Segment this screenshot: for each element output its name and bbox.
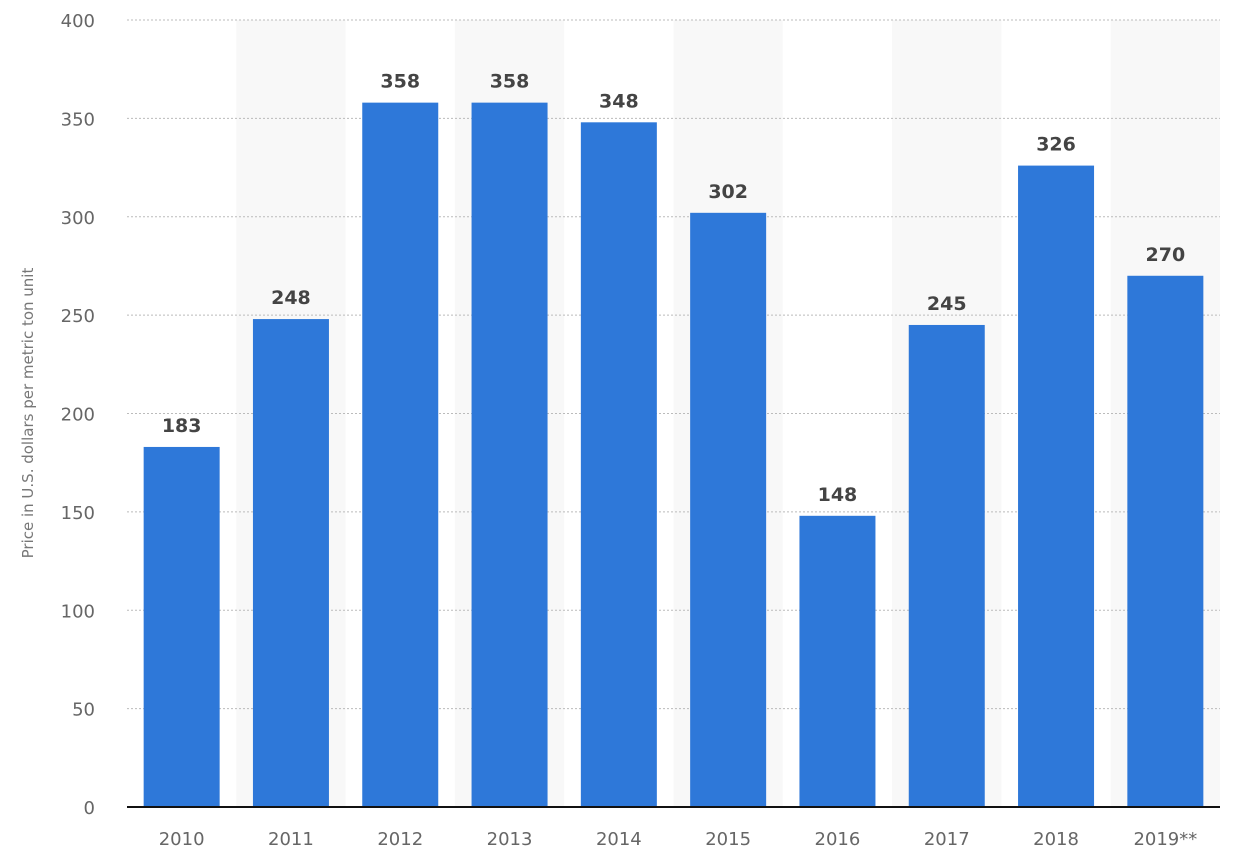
bar xyxy=(143,446,220,807)
bar-value-label: 358 xyxy=(380,71,420,93)
bar xyxy=(1127,275,1204,807)
y-tick-label: 400 xyxy=(61,11,95,32)
x-tick-label: 2011 xyxy=(268,829,314,850)
y-tick-label: 200 xyxy=(61,405,95,426)
bar xyxy=(908,324,985,807)
x-tick-label: 2012 xyxy=(377,829,423,850)
x-tick-label: 2014 xyxy=(596,829,642,850)
y-tick-label: 250 xyxy=(61,306,95,327)
x-tick-label: 2015 xyxy=(705,829,751,850)
bar-value-label: 326 xyxy=(1036,134,1076,156)
y-axis-title: Price in U.S. dollars per metric ton uni… xyxy=(19,268,37,559)
x-tick-label: 2019** xyxy=(1133,829,1197,850)
y-tick-label: 350 xyxy=(61,109,95,130)
bar-value-label: 183 xyxy=(162,415,202,437)
x-tick-label: 2016 xyxy=(815,829,861,850)
bar-value-label: 148 xyxy=(818,484,858,506)
bar xyxy=(1018,165,1095,808)
x-tick-label: 2017 xyxy=(924,829,970,850)
y-tick-label: 50 xyxy=(72,700,95,721)
y-tick-label: 100 xyxy=(61,601,95,622)
bar xyxy=(690,212,767,807)
bar-value-label: 358 xyxy=(490,71,530,93)
bar xyxy=(799,515,876,807)
x-tick-label: 2010 xyxy=(159,829,205,850)
x-tick-label: 2018 xyxy=(1033,829,1079,850)
y-tick-label: 150 xyxy=(61,503,95,524)
bar-value-label: 348 xyxy=(599,90,639,112)
y-tick-label: 300 xyxy=(61,208,95,229)
bar-value-label: 245 xyxy=(927,293,967,315)
y-tick-label: 0 xyxy=(84,798,95,819)
bar-value-label: 248 xyxy=(271,287,311,309)
bar xyxy=(252,319,329,807)
bar-value-label: 302 xyxy=(708,181,748,203)
bar-value-label: 270 xyxy=(1146,244,1186,266)
bar xyxy=(362,102,439,807)
bar xyxy=(471,102,548,807)
bar xyxy=(580,122,657,807)
x-tick-label: 2013 xyxy=(487,829,533,850)
